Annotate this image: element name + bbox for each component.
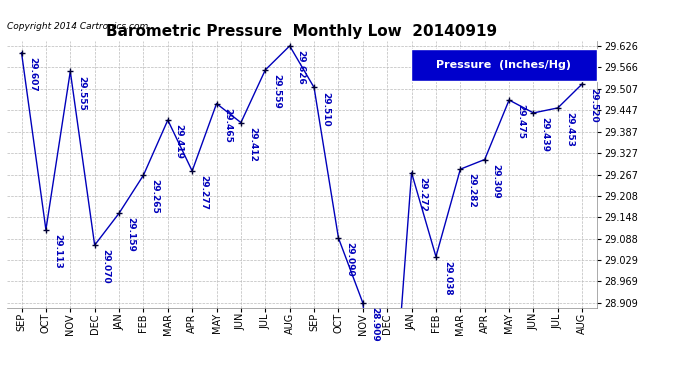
- Text: 29.272: 29.272: [419, 177, 428, 212]
- Text: 29.607: 29.607: [28, 57, 37, 92]
- Title: Barometric Pressure  Monthly Low  20140919: Barometric Pressure Monthly Low 20140919: [106, 24, 497, 39]
- Text: 29.412: 29.412: [248, 127, 257, 162]
- Text: 29.439: 29.439: [540, 117, 549, 152]
- Text: 29.465: 29.465: [224, 108, 233, 142]
- Text: 29.070: 29.070: [101, 249, 110, 284]
- Text: 29.038: 29.038: [443, 261, 452, 296]
- Text: 29.555: 29.555: [77, 75, 86, 110]
- Text: 29.113: 29.113: [53, 234, 62, 268]
- Text: 29.282: 29.282: [467, 173, 476, 208]
- Text: 29.510: 29.510: [321, 92, 330, 126]
- Text: 29.453: 29.453: [565, 112, 574, 147]
- FancyBboxPatch shape: [411, 49, 597, 81]
- Text: 29.159: 29.159: [126, 217, 135, 252]
- Text: 28.356: 28.356: [0, 374, 1, 375]
- Text: 29.559: 29.559: [273, 74, 282, 109]
- Text: Pressure  (Inches/Hg): Pressure (Inches/Hg): [437, 60, 571, 70]
- Text: 29.475: 29.475: [516, 104, 525, 139]
- Text: 28.909: 28.909: [370, 307, 379, 342]
- Text: 29.309: 29.309: [492, 164, 501, 198]
- Text: 29.090: 29.090: [346, 242, 355, 277]
- Text: 29.265: 29.265: [150, 180, 159, 214]
- Text: Copyright 2014 Cartronics.com: Copyright 2014 Cartronics.com: [7, 22, 148, 31]
- Text: 29.626: 29.626: [297, 50, 306, 85]
- Text: 29.520: 29.520: [589, 88, 598, 123]
- Text: 29.419: 29.419: [175, 124, 184, 159]
- Text: 29.277: 29.277: [199, 175, 208, 210]
